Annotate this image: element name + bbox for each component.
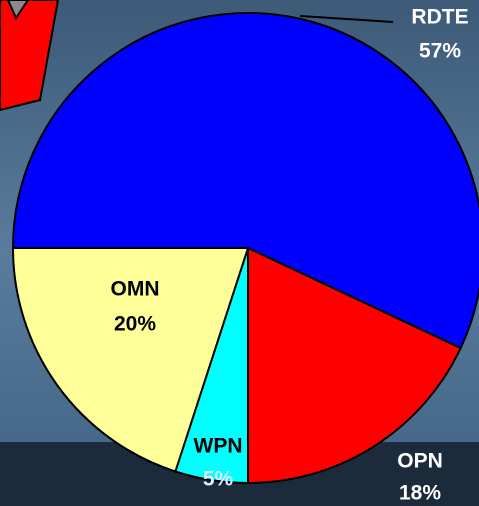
pie-slice [11, 247, 250, 473]
pie-slice [247, 246, 462, 485]
value-label: 20% [114, 313, 156, 336]
category-label: OPN [397, 450, 443, 473]
category-label: WPN [194, 435, 243, 458]
value-label: 57% [419, 40, 461, 63]
value-label: 5% [203, 468, 234, 491]
labels: RDTE 57% OPN 18% WPN 5% OMN 20% [111, 6, 469, 505]
arrow-decoration [6, 0, 30, 21]
category-label: OMN [111, 278, 160, 301]
value-label: 18% [399, 482, 441, 505]
category-label: RDTE [411, 6, 468, 29]
arrow-decoration [0, 0, 60, 112]
leader-line [299, 15, 394, 23]
pie [11, 12, 479, 485]
pie-slice [11, 12, 479, 350]
